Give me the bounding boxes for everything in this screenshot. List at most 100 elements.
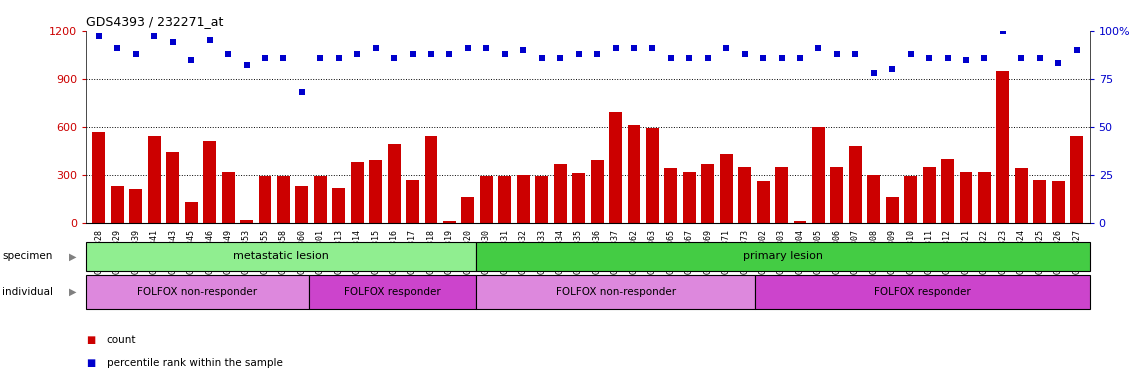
- Bar: [276, 176, 290, 223]
- Bar: [369, 161, 382, 223]
- Point: [311, 55, 329, 61]
- Bar: [922, 167, 936, 223]
- Bar: [93, 131, 106, 223]
- Point: [532, 55, 551, 61]
- Bar: [479, 176, 493, 223]
- Bar: [86, 275, 309, 309]
- Bar: [1015, 168, 1028, 223]
- Text: percentile rank within the sample: percentile rank within the sample: [107, 358, 282, 368]
- Bar: [185, 202, 197, 223]
- Bar: [775, 167, 788, 223]
- Bar: [424, 136, 437, 223]
- Point: [514, 47, 532, 53]
- Point: [790, 55, 809, 61]
- Point: [1031, 55, 1050, 61]
- Bar: [296, 186, 309, 223]
- Text: FOLFOX responder: FOLFOX responder: [344, 287, 442, 297]
- Text: individual: individual: [2, 287, 53, 297]
- Point: [348, 51, 366, 57]
- Bar: [554, 164, 567, 223]
- Point: [865, 70, 883, 76]
- Point: [551, 55, 569, 61]
- Point: [810, 45, 828, 51]
- Point: [735, 51, 754, 57]
- Bar: [111, 186, 124, 223]
- Point: [699, 55, 717, 61]
- Point: [680, 55, 699, 61]
- Text: ▶: ▶: [69, 251, 77, 262]
- Bar: [203, 141, 216, 223]
- Bar: [314, 176, 327, 223]
- Point: [237, 62, 256, 68]
- Bar: [1033, 180, 1046, 223]
- Text: FOLFOX non-responder: FOLFOX non-responder: [138, 287, 258, 297]
- Bar: [476, 242, 1090, 271]
- Point: [404, 51, 422, 57]
- Bar: [572, 173, 585, 223]
- Point: [883, 66, 902, 72]
- Text: ▶: ▶: [69, 287, 77, 297]
- Text: FOLFOX responder: FOLFOX responder: [874, 287, 970, 297]
- Point: [108, 45, 126, 51]
- Bar: [755, 275, 1090, 309]
- Bar: [720, 154, 733, 223]
- Point: [625, 45, 643, 51]
- Bar: [701, 164, 715, 223]
- Point: [256, 55, 274, 61]
- Point: [607, 45, 625, 51]
- Bar: [591, 161, 603, 223]
- Point: [569, 51, 587, 57]
- Bar: [388, 144, 400, 223]
- Point: [219, 51, 237, 57]
- Point: [643, 45, 662, 51]
- Bar: [406, 180, 419, 223]
- Point: [422, 51, 440, 57]
- Bar: [536, 176, 548, 223]
- Bar: [664, 168, 678, 223]
- Bar: [997, 71, 1009, 223]
- Point: [938, 55, 957, 61]
- Bar: [904, 176, 918, 223]
- Bar: [830, 167, 843, 223]
- Bar: [978, 172, 991, 223]
- Bar: [1052, 181, 1064, 223]
- Bar: [309, 275, 476, 309]
- Point: [367, 45, 385, 51]
- Text: count: count: [107, 335, 136, 345]
- Bar: [148, 136, 161, 223]
- Point: [459, 45, 477, 51]
- Bar: [166, 152, 179, 223]
- Point: [126, 51, 145, 57]
- Point: [274, 55, 292, 61]
- Point: [89, 33, 108, 40]
- Text: primary lesion: primary lesion: [743, 251, 824, 262]
- Text: specimen: specimen: [2, 251, 53, 262]
- Point: [164, 39, 182, 45]
- Bar: [130, 189, 142, 223]
- Point: [329, 55, 348, 61]
- Bar: [682, 172, 696, 223]
- Point: [920, 55, 938, 61]
- Bar: [333, 187, 345, 223]
- Point: [385, 55, 404, 61]
- Text: GDS4393 / 232271_at: GDS4393 / 232271_at: [86, 15, 224, 28]
- Point: [717, 45, 735, 51]
- Bar: [646, 128, 658, 223]
- Bar: [461, 197, 475, 223]
- Bar: [794, 221, 806, 223]
- Point: [477, 45, 496, 51]
- Point: [292, 89, 311, 95]
- Text: ■: ■: [86, 335, 95, 345]
- Point: [846, 51, 865, 57]
- Bar: [739, 167, 751, 223]
- Bar: [240, 220, 253, 223]
- Bar: [1070, 136, 1083, 223]
- Bar: [627, 125, 640, 223]
- Point: [146, 33, 164, 40]
- Point: [772, 55, 790, 61]
- Bar: [885, 197, 899, 223]
- Point: [440, 51, 459, 57]
- Bar: [221, 172, 234, 223]
- Point: [975, 55, 993, 61]
- Bar: [812, 127, 825, 223]
